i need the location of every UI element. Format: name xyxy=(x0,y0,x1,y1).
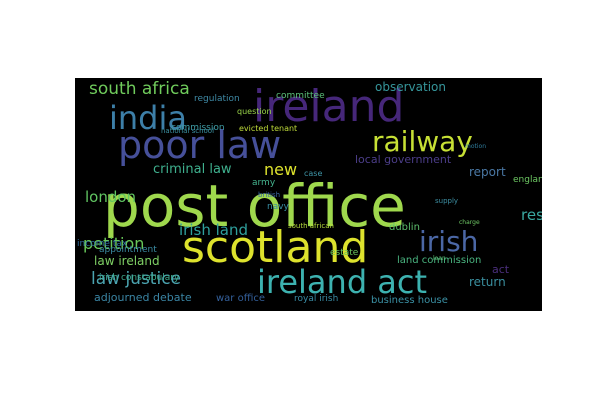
word: business house xyxy=(371,295,448,306)
word: petition xyxy=(83,234,145,253)
word: dublin xyxy=(389,222,420,233)
word: income tax xyxy=(77,239,128,249)
word: resolution xyxy=(521,206,542,224)
word-cloud: post office ireland scotland poor law ir… xyxy=(75,78,542,311)
word: irish land xyxy=(179,221,248,239)
word: commission xyxy=(171,123,225,133)
word: law justice xyxy=(91,269,181,289)
word: return xyxy=(469,275,506,289)
word: question xyxy=(237,107,272,116)
word: irish constabulary xyxy=(99,273,180,283)
word: navy xyxy=(267,202,289,212)
word: post office xyxy=(103,172,406,240)
word: war office xyxy=(216,293,266,304)
word: national school xyxy=(161,127,215,135)
word: royal irish xyxy=(294,294,339,304)
word: case xyxy=(304,169,323,178)
word: supply xyxy=(435,197,459,205)
word: irish xyxy=(419,225,479,258)
word: act xyxy=(492,263,510,276)
word: motion xyxy=(465,143,487,150)
word: land commission xyxy=(397,255,482,266)
word: law ireland xyxy=(94,254,160,268)
word: army xyxy=(252,178,276,188)
word: local government xyxy=(355,153,452,166)
word: south africa xyxy=(89,79,190,99)
word: india xyxy=(109,99,187,137)
word: railway xyxy=(372,125,473,158)
word: scotland xyxy=(182,222,369,273)
word: committee xyxy=(276,91,325,101)
word: observation xyxy=(375,80,446,94)
word: appointment xyxy=(99,245,157,255)
word: poor law xyxy=(118,123,282,167)
word: criminal law xyxy=(153,162,232,177)
word: estate xyxy=(330,248,359,258)
word: england wales xyxy=(513,175,542,185)
word: charge xyxy=(459,219,480,226)
word: ireland xyxy=(253,81,405,132)
word: regulation xyxy=(194,94,240,104)
word: ireland act xyxy=(257,263,428,301)
word: loan xyxy=(433,255,446,262)
word: london xyxy=(85,188,137,206)
word: south african xyxy=(288,222,334,230)
word: evicted tenant xyxy=(239,124,298,133)
word: adjourned debate xyxy=(94,291,192,304)
word: new xyxy=(264,160,298,179)
word: report xyxy=(469,165,506,179)
word: british xyxy=(258,191,281,199)
